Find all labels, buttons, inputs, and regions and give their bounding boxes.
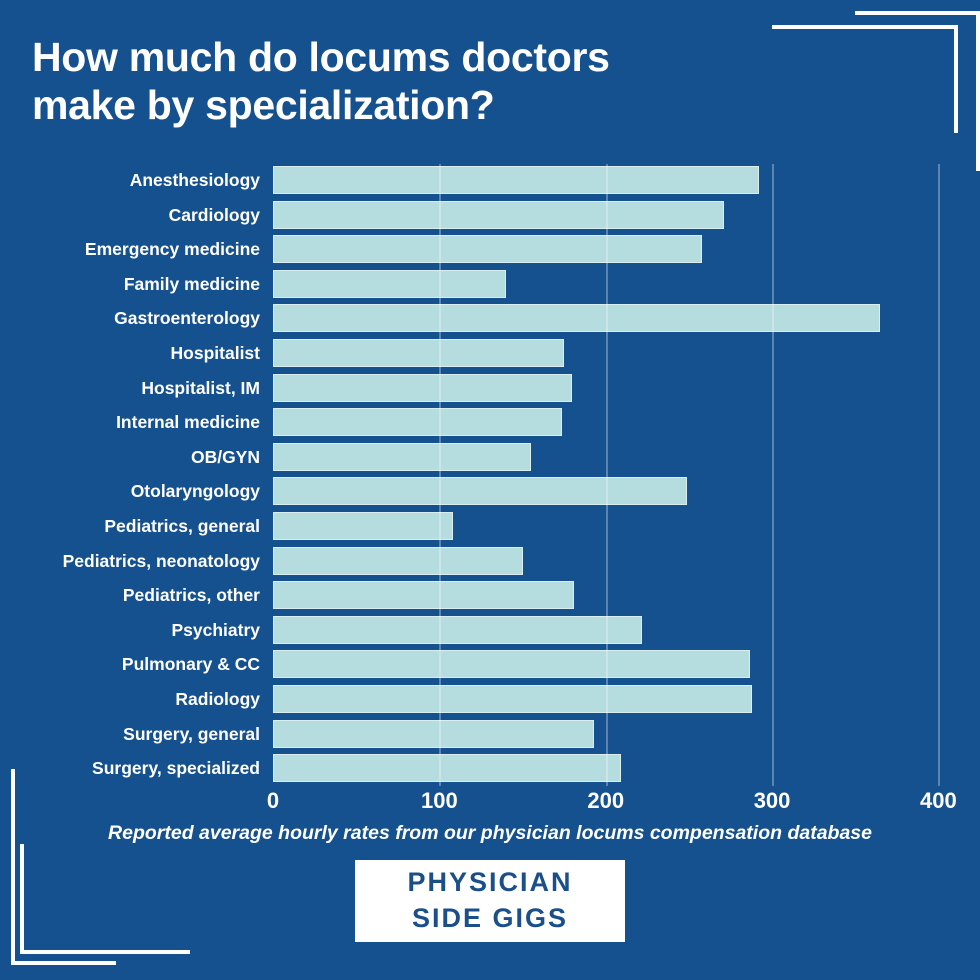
bar	[273, 754, 621, 783]
bar	[273, 269, 506, 298]
logo-line-2: SIDE GIGS	[411, 903, 569, 933]
chart-caption: Reported average hourly rates from our p…	[108, 822, 872, 844]
gridline	[439, 164, 442, 786]
bar	[273, 581, 575, 610]
bar	[273, 685, 753, 713]
bracket-line-vertical	[954, 25, 958, 133]
x-axis-tick-label: 100	[420, 788, 458, 813]
bar	[273, 200, 724, 229]
y-axis-label: Surgery, specialized	[92, 758, 260, 779]
y-axis-label: Cardiology	[168, 204, 260, 225]
x-axis-tick-label: 300	[753, 788, 791, 813]
x-axis-tick-label: 0	[266, 788, 280, 813]
y-axis-label: Pediatrics, neonatology	[62, 550, 260, 571]
bar	[273, 304, 881, 333]
y-axis-label: Family medicine	[123, 273, 260, 294]
bar	[273, 408, 563, 437]
bar	[273, 339, 565, 367]
bar	[273, 546, 523, 575]
corner-bracket-top-right-outer	[840, 0, 980, 171]
bracket-line-vertical	[20, 844, 24, 954]
x-axis-tick-label: 400	[920, 788, 957, 813]
y-axis-label: Hospitalist, IM	[141, 377, 260, 398]
y-axis-label: OB/GYN	[190, 446, 260, 467]
gridline	[605, 164, 608, 786]
y-axis-label: Pediatrics, other	[122, 585, 260, 606]
y-axis-label: Anesthesiology	[129, 170, 260, 190]
bar	[273, 373, 573, 402]
bracket-line-horizontal	[855, 11, 980, 15]
gridline	[772, 164, 775, 786]
x-axis-tick-label: 200	[587, 788, 625, 813]
x-axis-tick-labels: 0 100 200 300 400	[267, 788, 980, 822]
bar	[273, 719, 595, 748]
bracket-line-horizontal	[11, 961, 116, 965]
y-axis-label: Internal medicine	[116, 412, 260, 433]
y-axis-category-labels: Anesthesiology Cardiology Emergency medici…	[0, 164, 266, 786]
y-axis-label: Gastroenterology	[114, 308, 260, 329]
bar	[273, 235, 703, 264]
bracket-line-vertical	[11, 769, 15, 965]
bracket-line-horizontal	[772, 25, 958, 29]
y-axis-label: Otolaryngology	[130, 481, 260, 502]
plot-area	[273, 164, 980, 786]
physician-side-gigs-logo[interactable]: PHYSICIAN SIDE GIGS	[355, 860, 625, 942]
corner-bracket-bottom-left-inner	[0, 840, 200, 980]
bar	[273, 166, 759, 194]
bar	[273, 512, 453, 540]
bar	[273, 650, 751, 679]
y-axis-label: Psychiatry	[171, 619, 260, 640]
corner-bracket-bottom-left-outer	[0, 765, 140, 980]
y-axis-label: Pulmonary & CC	[121, 654, 260, 675]
y-axis-label: Pediatrics, general	[104, 516, 260, 536]
y-axis-label: Radiology	[175, 689, 260, 709]
logo-line-1: PHYSICIAN	[407, 867, 573, 898]
bar	[273, 477, 688, 506]
gridline	[938, 164, 941, 786]
bracket-line-horizontal	[20, 950, 190, 954]
bar	[273, 615, 643, 644]
y-axis-label: Surgery, general	[123, 723, 260, 744]
bar	[273, 442, 531, 471]
y-axis-label: Hospitalist	[170, 343, 260, 363]
y-axis-label: Emergency medicine	[84, 239, 260, 260]
bar-chart: Anesthesiology Cardiology Emergency medici…	[0, 164, 980, 789]
bracket-line-vertical	[976, 11, 980, 171]
page-title: How much do locums doctors make by speci…	[32, 34, 610, 128]
